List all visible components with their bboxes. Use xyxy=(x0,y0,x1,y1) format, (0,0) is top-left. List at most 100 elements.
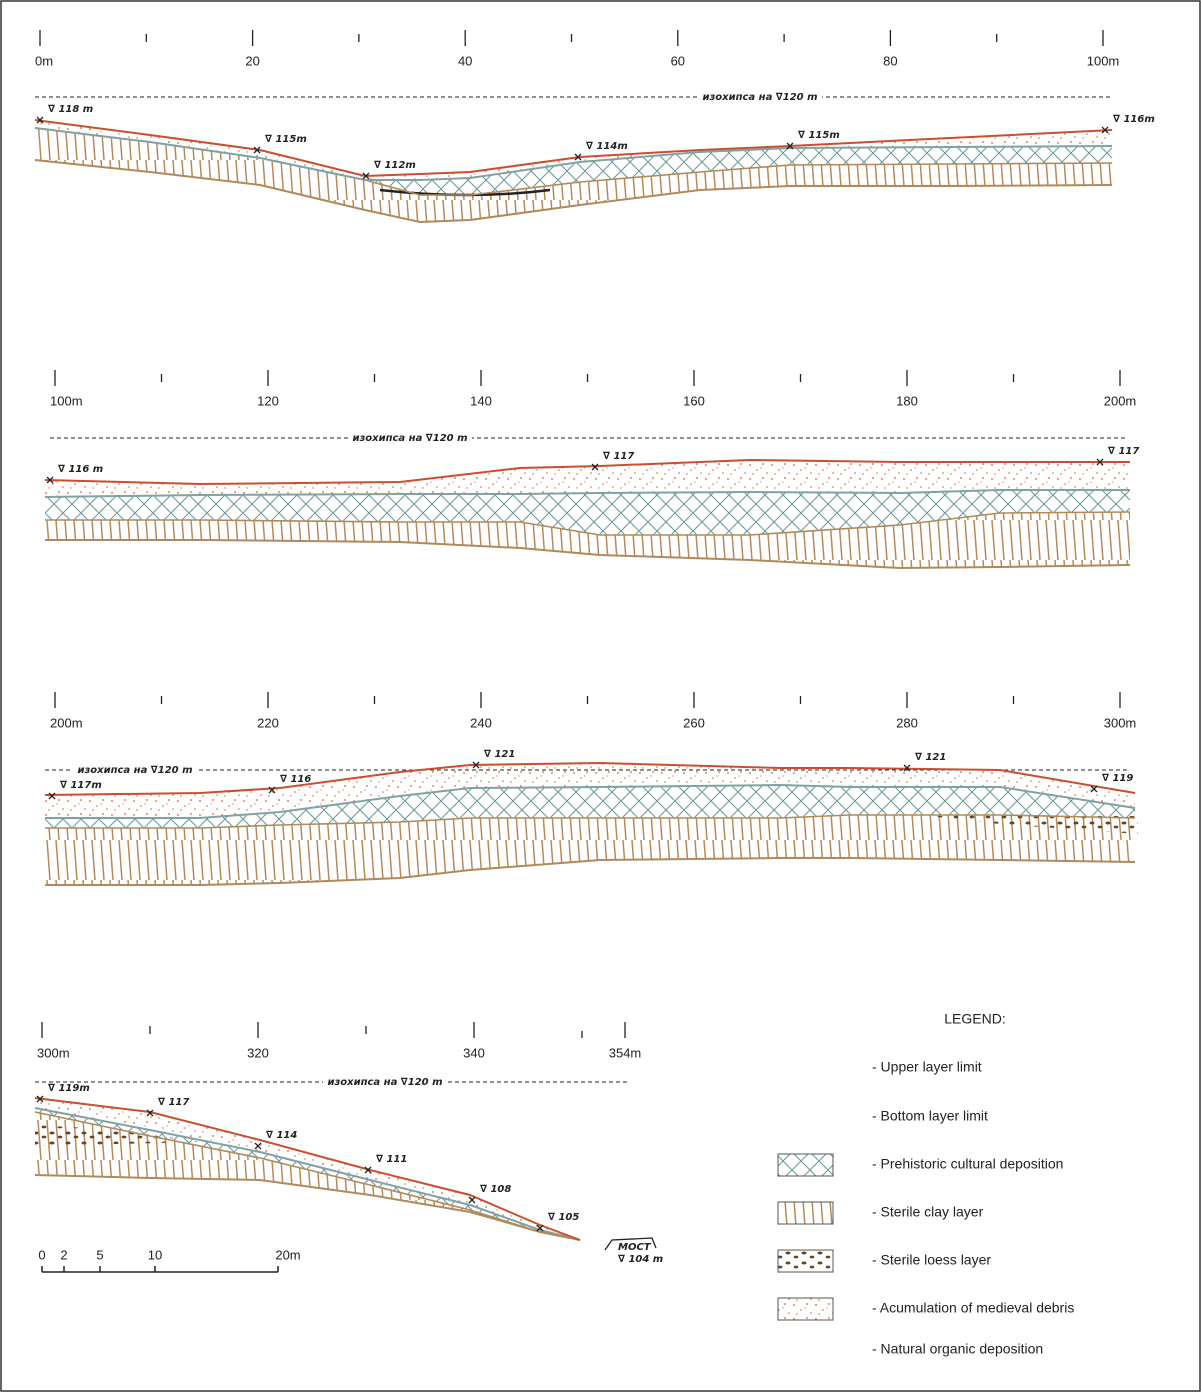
scale-label: 20m xyxy=(275,1247,300,1262)
elevation-label: ∇ 117 xyxy=(1108,446,1139,457)
ruler-label: 280 xyxy=(896,715,918,730)
ruler-label: 354m xyxy=(609,1045,642,1060)
elevation-point xyxy=(1096,458,1104,466)
elevation-label: ∇ 114m xyxy=(586,141,628,152)
ruler-label: 120 xyxy=(257,393,279,408)
elevation-label: ∇ 108 xyxy=(480,1184,511,1195)
elevation-point xyxy=(146,1109,154,1117)
datum-label: изохипса на ∇120 m xyxy=(352,433,467,444)
cultural-top-line xyxy=(45,783,1136,819)
elevation-label: ∇ 114 xyxy=(266,1130,297,1141)
legend-label: - Sterile clay layer xyxy=(872,1204,984,1220)
bridge-label: ∇ 104 m xyxy=(618,1254,663,1265)
elevation-point xyxy=(48,792,56,800)
clay-layer xyxy=(35,1112,580,1240)
elevation-point xyxy=(468,1196,476,1204)
datum-bg xyxy=(698,90,822,104)
elevation-point xyxy=(253,146,261,154)
elevation-label: ∇ 119 xyxy=(1102,773,1133,784)
elevation-point xyxy=(254,1142,262,1150)
bottom-line xyxy=(45,539,1131,570)
upper-line xyxy=(44,458,1130,486)
cultural-top-line xyxy=(34,127,1113,181)
elevation-point xyxy=(574,153,582,161)
cultural-bottom-line xyxy=(45,814,1136,829)
elevation-label: ∇ 117 xyxy=(158,1097,189,1108)
ruler-label: 60 xyxy=(671,53,685,68)
bottom-line xyxy=(34,159,1113,224)
bridge-symbol xyxy=(604,1237,657,1251)
elevation-point xyxy=(36,116,44,124)
elevation-point xyxy=(364,1166,372,1174)
cultural-top-line xyxy=(34,1107,581,1241)
loess-layer xyxy=(35,1125,200,1146)
elevation-label: ∇ 116 m xyxy=(58,464,103,475)
elevation-label: ∇ 117 xyxy=(603,451,634,462)
datum-bg xyxy=(348,431,472,445)
elevation-point xyxy=(786,142,794,150)
ruler-label: 320 xyxy=(247,1045,269,1060)
cultural-layer xyxy=(35,128,1112,195)
bottom-line xyxy=(45,857,1136,886)
elevation-label: ∇ 119m xyxy=(48,1083,90,1094)
elevation-point xyxy=(472,761,480,769)
legend-label: - Sterile loess layer xyxy=(872,1252,991,1268)
elevation-point xyxy=(1090,785,1098,793)
datum-bg xyxy=(73,763,197,777)
datum-label: изохипса на ∇120 m xyxy=(327,1077,442,1088)
ruler-label: 180 xyxy=(896,393,918,408)
ruler-label: 80 xyxy=(883,53,897,68)
legend-label: - Bottom layer limit xyxy=(872,1108,988,1124)
elevation-label: ∇ 121 xyxy=(915,752,946,763)
elevation-label: ∇ 115m xyxy=(798,130,840,141)
debris-layer xyxy=(35,120,1112,180)
elevation-point xyxy=(268,786,276,794)
scale-label: 2 xyxy=(60,1247,67,1262)
clay-layer xyxy=(45,512,1130,568)
bottom-line xyxy=(34,1174,581,1241)
loess-layer xyxy=(920,815,1138,834)
ruler-label: 140 xyxy=(470,393,492,408)
legend-symbol xyxy=(777,1153,834,1177)
ruler-label: 0m xyxy=(35,53,53,68)
legend-symbol xyxy=(777,1249,834,1273)
datum-bg xyxy=(323,1075,447,1089)
legend-symbol xyxy=(777,1201,834,1225)
elevation-label: ∇ 111 xyxy=(376,1154,407,1165)
elevation-label: ∇ 115m xyxy=(265,134,307,145)
elevation-point xyxy=(903,764,911,772)
scale-label: 0 xyxy=(38,1247,45,1262)
ruler-label: 300m xyxy=(1104,715,1137,730)
legend-label: - Acumulation of medieval debris xyxy=(872,1300,1074,1316)
debris-layer xyxy=(45,460,1130,497)
cultural-layer xyxy=(45,785,1135,828)
legend-symbol xyxy=(777,1297,834,1321)
clay-layer xyxy=(35,128,1112,222)
elevation-point xyxy=(362,172,370,180)
elevation-label: ∇ 117m xyxy=(60,780,102,791)
elevation-label: ∇ 121 xyxy=(484,749,515,760)
elevation-label: ∇ 112m xyxy=(374,160,416,171)
debris-layer xyxy=(45,763,1135,818)
elevation-label: ∇ 116m xyxy=(1113,114,1155,125)
cultural-layer xyxy=(45,490,1130,535)
elevation-label: ∇ 116 xyxy=(280,774,311,785)
elevation-point xyxy=(36,1095,44,1103)
datum-label: изохипса на ∇120 m xyxy=(77,765,192,776)
cultural-top-line xyxy=(44,489,1130,498)
upper-line xyxy=(44,761,1136,796)
elevation-label: ∇ 118 m xyxy=(48,104,93,115)
ruler-label: 160 xyxy=(683,393,705,408)
ruler-label: 200m xyxy=(1104,393,1137,408)
ruler-label: 300m xyxy=(37,1045,70,1060)
elevation-label: ∇ 105 xyxy=(548,1212,579,1223)
elevation-point xyxy=(591,463,599,471)
elevation-point xyxy=(46,476,54,484)
datum-label: изохипса на ∇120 m xyxy=(702,92,817,103)
ruler-label: 240 xyxy=(470,715,492,730)
ruler-label: 40 xyxy=(458,53,472,68)
bridge-label: МОСТ xyxy=(618,1242,652,1253)
ruler-label: 200m xyxy=(50,715,83,730)
